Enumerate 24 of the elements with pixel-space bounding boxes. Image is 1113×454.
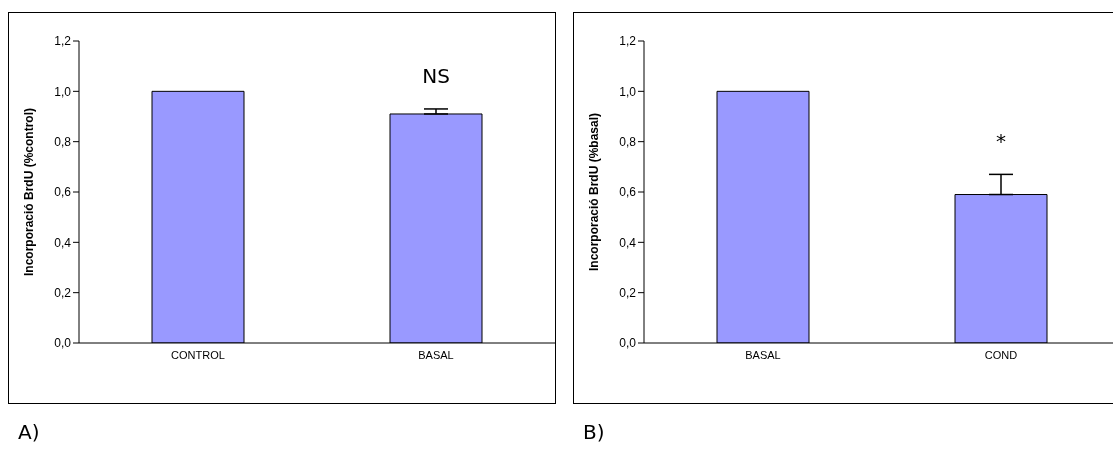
y-tick-label: 1,0	[54, 84, 72, 99]
y-tick-label: 0,2	[54, 285, 72, 300]
y-tick-label: 0,6	[54, 185, 72, 200]
y-axis-title: Incorporació BrdU (%basal)	[587, 112, 602, 272]
y-tick-label: 0,0	[619, 336, 637, 351]
y-tick-label: 1,2	[54, 34, 72, 49]
y-tick-label: 1,2	[619, 34, 637, 49]
x-tick-label: COND	[984, 348, 1018, 361]
x-tick-label: CONTROL	[171, 348, 225, 361]
y-tick-label: 0,4	[619, 235, 637, 250]
y-tick-label: 0,4	[54, 235, 72, 250]
y-tick-label: 0,2	[619, 285, 637, 300]
y-tick-label: 0,8	[54, 134, 72, 149]
text: B)	[583, 420, 605, 444]
annotation: NS	[422, 63, 450, 88]
x-tick-label: BASAL	[745, 348, 781, 361]
x-tick-label: BASAL	[418, 348, 454, 361]
y-tick-label: 0,6	[619, 185, 637, 200]
y-tick-label: 0,0	[54, 336, 72, 351]
y-tick-label: 1,0	[619, 84, 637, 99]
annotation: *	[996, 129, 1006, 154]
text: A)	[18, 420, 40, 444]
y-tick-label: 0,8	[619, 134, 637, 149]
y-axis-title: Incorporació BrdU (%control)	[22, 107, 37, 277]
